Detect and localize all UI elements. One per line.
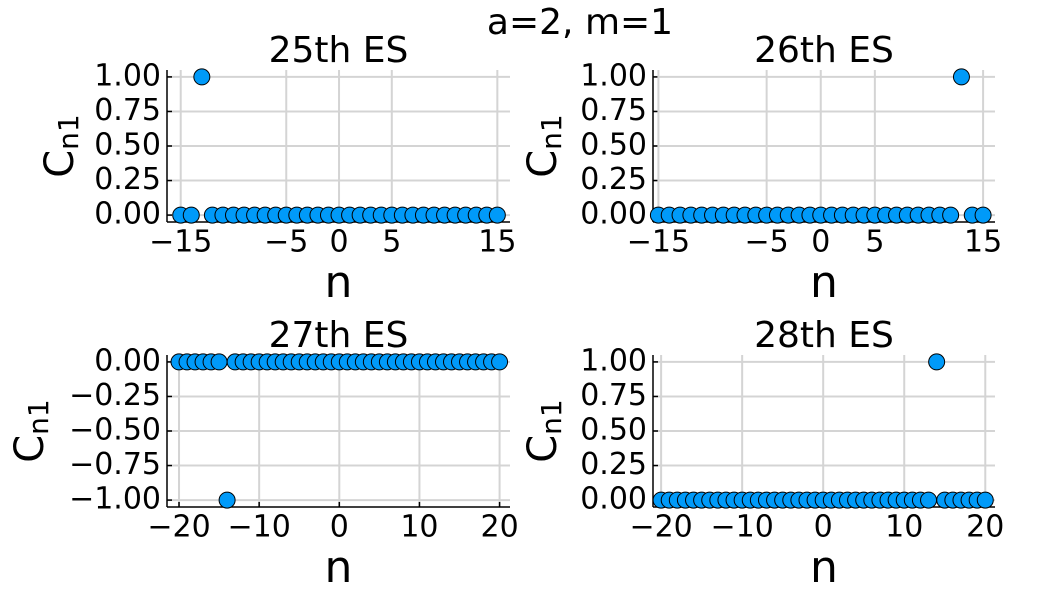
y-tick-label: 1.00 [580, 343, 647, 378]
y-axis-label-sub: n1 [52, 114, 85, 150]
y-tick-label: 0.25 [580, 162, 647, 197]
y-tick-label: 0.75 [580, 93, 647, 128]
y-axis-label: Cn1 [37, 114, 85, 178]
y-tick-label: −0.75 [69, 447, 161, 482]
y-axis-label-main: C [520, 435, 566, 463]
y-tick-label: 0.00 [94, 343, 161, 378]
data-point [218, 491, 236, 509]
x-tick-label: −5 [264, 225, 308, 260]
y-tick-label: 0.25 [580, 447, 647, 482]
x-tick-label: −20 [629, 510, 692, 545]
x-tick-label: 0 [330, 510, 349, 545]
y-tick-label: −0.50 [69, 413, 161, 448]
x-tick-label: −10 [228, 510, 291, 545]
x-tick-label: 15 [478, 225, 516, 260]
y-axis-label-main: C [7, 435, 53, 463]
y-tick-label: 0.00 [94, 197, 161, 232]
y-tick-label: 1.00 [580, 58, 647, 93]
x-tick-label: −15 [149, 225, 212, 260]
y-tick-label: 0.75 [580, 378, 647, 413]
x-tick-label: 20 [966, 510, 1004, 545]
y-axis-label: Cn1 [520, 114, 568, 178]
y-tick-label: −1.00 [69, 482, 161, 517]
y-tick-label: 0.25 [94, 162, 161, 197]
data-point [193, 68, 211, 86]
x-axis-label: n [325, 257, 353, 308]
data-point [952, 68, 970, 86]
y-axis-label-main: C [520, 150, 566, 178]
x-tick-label: −20 [147, 510, 210, 545]
y-tick-label: 1.00 [94, 58, 161, 93]
data-point [974, 206, 992, 224]
x-tick-label: −10 [710, 510, 773, 545]
y-tick-label: 0.50 [580, 413, 647, 448]
figure-title: a=2, m=1 [487, 2, 673, 43]
x-tick-label: 5 [382, 225, 401, 260]
data-point [182, 206, 200, 224]
y-axis-label-sub: n1 [535, 114, 568, 150]
x-tick-label: 10 [400, 510, 438, 545]
subplot-title: 28th ES [754, 315, 894, 356]
x-tick-label: 0 [329, 225, 348, 260]
y-tick-label: 0.50 [94, 128, 161, 163]
y-axis-label-sub: n1 [22, 399, 55, 435]
x-tick-label: 5 [865, 225, 884, 260]
y-tick-label: 0.00 [580, 197, 647, 232]
x-tick-label: 0 [814, 510, 833, 545]
x-tick-label: −15 [627, 225, 690, 260]
y-tick-label: −0.25 [69, 378, 161, 413]
x-axis-label: n [810, 257, 838, 308]
y-tick-label: 0.75 [94, 93, 161, 128]
data-point [491, 353, 509, 371]
y-axis-label: Cn1 [7, 399, 55, 463]
y-axis-label-sub: n1 [535, 399, 568, 435]
y-tick-label: 0.00 [580, 482, 647, 517]
subplot-title: 25th ES [269, 30, 409, 71]
data-point [976, 491, 994, 509]
x-tick-label: 10 [885, 510, 923, 545]
y-axis-label-main: C [37, 150, 83, 178]
data-point [920, 491, 938, 509]
x-tick-label: 15 [964, 225, 1002, 260]
subplot-title: 26th ES [754, 30, 894, 71]
data-point [210, 353, 228, 371]
data-point [488, 206, 506, 224]
x-tick-label: −5 [745, 225, 789, 260]
data-point [928, 353, 946, 371]
x-tick-label: 20 [480, 510, 518, 545]
x-tick-label: 0 [811, 225, 830, 260]
subplot-title: 27th ES [269, 315, 409, 356]
x-axis-label: n [325, 542, 353, 593]
x-axis-label: n [810, 542, 838, 593]
data-point [942, 206, 960, 224]
y-tick-label: 0.50 [580, 128, 647, 163]
y-axis-label: Cn1 [520, 399, 568, 463]
